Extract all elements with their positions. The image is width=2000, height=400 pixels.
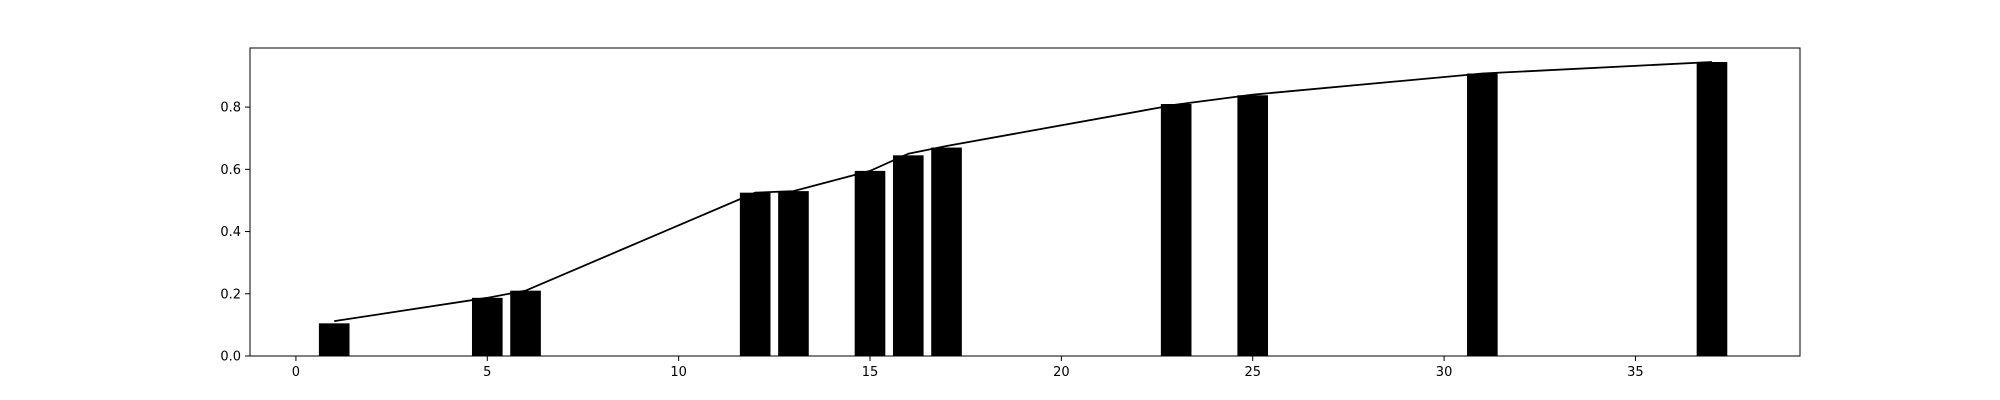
x-axis: 0 5 10 15 20 25 30 35 — [292, 356, 1644, 380]
x-tick-label: 20 — [1053, 365, 1070, 380]
plot-frame — [249, 47, 1801, 357]
bar — [854, 170, 886, 356]
x-tick-label: 5 — [483, 365, 491, 380]
bar — [739, 192, 771, 356]
bar — [471, 297, 503, 356]
bar — [1160, 104, 1192, 356]
x-tick-label: 10 — [670, 365, 687, 380]
line-layer — [334, 61, 1713, 323]
bar — [318, 323, 350, 356]
bar — [1237, 95, 1269, 357]
x-tick-label: 30 — [1436, 365, 1453, 380]
y-axis: 0.0 0.2 0.4 0.6 0.8 — [220, 101, 250, 365]
x-tick-label: 0 — [292, 365, 300, 380]
x-tick-label: 15 — [862, 365, 879, 380]
x-tick-label: 35 — [1627, 365, 1644, 380]
bar — [1467, 73, 1498, 356]
bars-layer — [318, 62, 1728, 357]
bar — [1696, 62, 1728, 356]
y-tick-label: 0.6 — [220, 163, 241, 178]
x-tick-label: 25 — [1244, 365, 1261, 380]
y-tick-label: 0.4 — [220, 225, 241, 240]
bar — [892, 155, 924, 356]
y-tick-label: 0.2 — [220, 287, 241, 302]
bar — [931, 147, 962, 356]
y-tick-label: 0.0 — [220, 350, 241, 365]
bar — [510, 290, 541, 356]
y-tick-label: 0.8 — [220, 101, 241, 116]
bar — [778, 191, 809, 356]
series-line — [334, 61, 1713, 323]
